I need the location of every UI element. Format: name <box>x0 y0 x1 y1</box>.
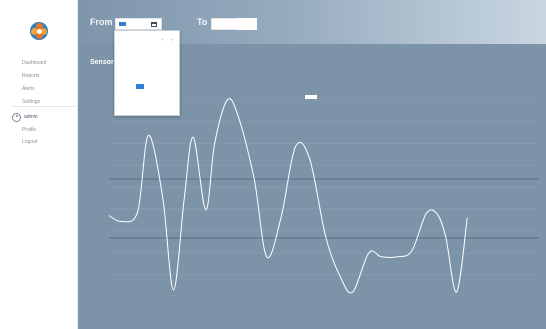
date-picker-popup: ‹ › <box>114 30 180 116</box>
user-menu-logout[interactable]: Logout <box>22 139 38 145</box>
calendar-header: ‹ › <box>119 37 175 43</box>
calendar-day[interactable] <box>169 76 177 81</box>
chart-grid <box>109 99 539 297</box>
user-name: admin <box>24 114 38 120</box>
calendar-day[interactable] <box>119 84 127 89</box>
calendar-day[interactable] <box>169 61 177 66</box>
calendar-day[interactable] <box>169 69 177 74</box>
calendar-day-selected[interactable] <box>135 83 144 89</box>
sidebar-item-alerts[interactable]: Alerts <box>22 86 35 92</box>
sidebar-item-dashboard[interactable]: Dashboard <box>22 60 47 66</box>
calendar-day[interactable] <box>119 61 127 66</box>
calendar-day[interactable] <box>119 92 127 97</box>
calendar-day[interactable] <box>169 54 177 59</box>
next-month-button[interactable]: › <box>171 37 173 42</box>
calendar-grid <box>119 46 177 97</box>
sidebar-nav: Dashboard Reports Alerts Settings <box>22 57 46 109</box>
calendar-day[interactable] <box>127 54 135 59</box>
calendar-day[interactable] <box>160 69 168 74</box>
calendar-day[interactable] <box>160 61 168 66</box>
calendar-day[interactable] <box>144 69 152 74</box>
sidebar-divider <box>12 106 76 107</box>
calendar-day[interactable] <box>152 54 160 59</box>
series-line <box>108 98 468 294</box>
calendar-weekday <box>144 46 152 51</box>
user-account[interactable]: admin <box>12 111 38 123</box>
date-text-selected <box>119 22 126 26</box>
calendar-day[interactable] <box>119 54 127 59</box>
calendar-weekday <box>127 46 135 51</box>
sidebar: Dashboard Reports Alerts Settings admin … <box>0 0 78 329</box>
calendar-day[interactable] <box>152 61 160 66</box>
from-label: From <box>90 17 113 27</box>
calendar-day[interactable] <box>152 69 160 74</box>
calendar-day[interactable] <box>119 76 127 81</box>
calendar-day[interactable] <box>144 61 152 66</box>
calendar-day[interactable] <box>160 54 168 59</box>
calendar-day[interactable] <box>160 84 168 89</box>
legend-swatch[interactable] <box>305 95 317 99</box>
calendar-day[interactable] <box>152 92 160 97</box>
from-date-input[interactable] <box>115 18 162 30</box>
app-logo[interactable] <box>30 22 48 40</box>
calendar-day[interactable] <box>136 54 144 59</box>
user-menu-profile[interactable]: Profile <box>22 127 37 133</box>
to-label: To <box>197 17 208 27</box>
calendar-day[interactable] <box>160 76 168 81</box>
calendar-day[interactable] <box>144 54 152 59</box>
calendar-weekday <box>119 46 127 51</box>
calendar-day[interactable] <box>152 84 160 89</box>
calendar-day[interactable] <box>160 92 168 97</box>
calendar-day[interactable] <box>136 92 144 97</box>
calendar-day[interactable] <box>127 84 135 89</box>
calendar-day[interactable] <box>136 69 144 74</box>
prev-month-button[interactable]: ‹ <box>161 37 163 42</box>
calendar-day[interactable] <box>169 92 177 97</box>
calendar-day[interactable] <box>144 84 152 89</box>
search-button[interactable]: Search <box>235 18 257 30</box>
page-title: Sensor <box>90 59 114 66</box>
calendar-day[interactable] <box>127 61 135 66</box>
user-menu: Profile Logout <box>22 124 37 148</box>
calendar-icon[interactable] <box>151 21 157 27</box>
sensor-line-chart <box>108 98 539 297</box>
calendar-day[interactable] <box>127 92 135 97</box>
calendar-day[interactable] <box>127 69 135 74</box>
calendar-day[interactable] <box>144 92 152 97</box>
calendar-weekday <box>169 46 177 51</box>
calendar-weekday <box>152 46 160 51</box>
calendar-day[interactable] <box>144 76 152 81</box>
calendar-day[interactable] <box>136 61 144 66</box>
calendar-day[interactable] <box>169 84 177 89</box>
calendar-day[interactable] <box>127 76 135 81</box>
calendar-weekday <box>136 46 144 51</box>
calendar-day[interactable] <box>136 76 144 81</box>
sidebar-item-reports[interactable]: Reports <box>22 73 40 79</box>
calendar-day[interactable] <box>152 76 160 81</box>
calendar-weekday <box>160 46 168 51</box>
sidebar-item-settings[interactable]: Settings <box>22 99 41 105</box>
calendar-day[interactable] <box>119 69 127 74</box>
user-icon <box>12 112 21 122</box>
main-content: From To Search Sensor <box>78 0 546 329</box>
